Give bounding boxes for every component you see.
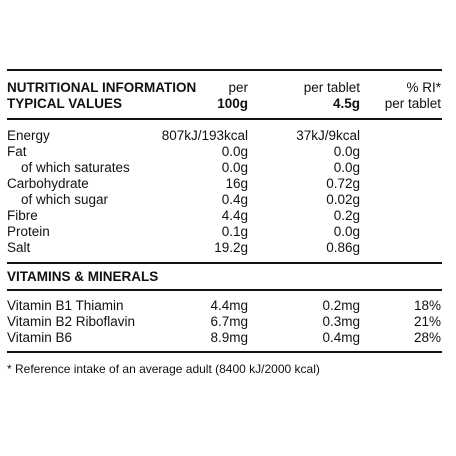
vitamin-per100-b2: 6.7mg — [210, 314, 248, 329]
vitamins-top-rule — [7, 262, 442, 264]
nutrient-per100-fibre: 4.4g — [221, 208, 248, 223]
header-rule — [7, 118, 442, 120]
nutrient-name-salt: Salt — [7, 240, 31, 255]
vitamin-pertablet-b1: 0.2mg — [322, 298, 360, 313]
nutrient-pertablet-saturates: 0.0g — [333, 160, 360, 175]
nutrient-per100-carbohydrate: 16g — [225, 176, 248, 191]
nutrient-pertablet-salt: 0.86g — [326, 240, 360, 255]
vitamin-name-b6: Vitamin B6 — [7, 330, 73, 345]
nutrient-pertablet-fibre: 0.2g — [333, 208, 360, 223]
header-title-line1: NUTRITIONAL INFORMATION — [7, 80, 197, 95]
vitamin-name-b1: Vitamin B1 Thiamin — [7, 298, 124, 313]
vitamin-ri-b6: 28% — [413, 330, 441, 345]
nutrient-per100-fat: 0.0g — [221, 144, 248, 159]
nutrient-name-sugar: of which sugar — [21, 192, 109, 207]
vitamin-pertablet-b6: 0.4mg — [322, 330, 360, 345]
nutrient-pertablet-energy: 37kJ/9kcal — [296, 128, 360, 143]
nutrient-pertablet-protein: 0.0g — [333, 224, 360, 239]
header-col1-line1: per — [228, 80, 248, 95]
footnote: * Reference intake of an average adult (… — [7, 362, 320, 376]
header-col2-line2: 4.5g — [332, 96, 360, 111]
header-col3-line2: per tablet — [384, 96, 441, 111]
vitamin-pertablet-b2: 0.3mg — [322, 314, 360, 329]
nutrient-name-fibre: Fibre — [7, 208, 38, 223]
nutrient-name-energy: Energy — [7, 128, 50, 143]
nutrient-pertablet-fat: 0.0g — [333, 144, 360, 159]
top-rule — [7, 69, 442, 71]
nutrient-per100-saturates: 0.0g — [221, 160, 248, 175]
nutrient-per100-energy: 807kJ/193kcal — [161, 128, 248, 143]
nutrient-pertablet-sugar: 0.02g — [326, 192, 360, 207]
nutrient-per100-salt: 19.2g — [214, 240, 248, 255]
header-col2-line1: per tablet — [303, 80, 360, 95]
vitamin-ri-b1: 18% — [413, 298, 441, 313]
vitamins-heading-rule — [7, 289, 442, 291]
nutrient-name-carbohydrate: Carbohydrate — [7, 176, 89, 191]
vitamin-name-b2: Vitamin B2 Riboflavin — [7, 314, 136, 329]
vitamin-per100-b1: 4.4mg — [210, 298, 248, 313]
nutrient-name-fat: Fat — [7, 144, 27, 159]
nutrient-per100-protein: 0.1g — [221, 224, 248, 239]
nutrient-name-saturates: of which saturates — [21, 160, 130, 175]
vitamins-bottom-rule — [7, 351, 442, 353]
vitamins-heading: VITAMINS & MINERALS — [7, 269, 159, 284]
header-title-line2: TYPICAL VALUES — [7, 96, 123, 111]
vitamin-ri-b2: 21% — [413, 314, 441, 329]
vitamin-per100-b6: 8.9mg — [210, 330, 248, 345]
nutrient-pertablet-carbohydrate: 0.72g — [326, 176, 360, 191]
nutrient-per100-sugar: 0.4g — [221, 192, 248, 207]
nutrient-name-protein: Protein — [7, 224, 50, 239]
header-col1-line2: 100g — [217, 96, 248, 111]
header-col3-line1: % RI* — [406, 80, 441, 95]
